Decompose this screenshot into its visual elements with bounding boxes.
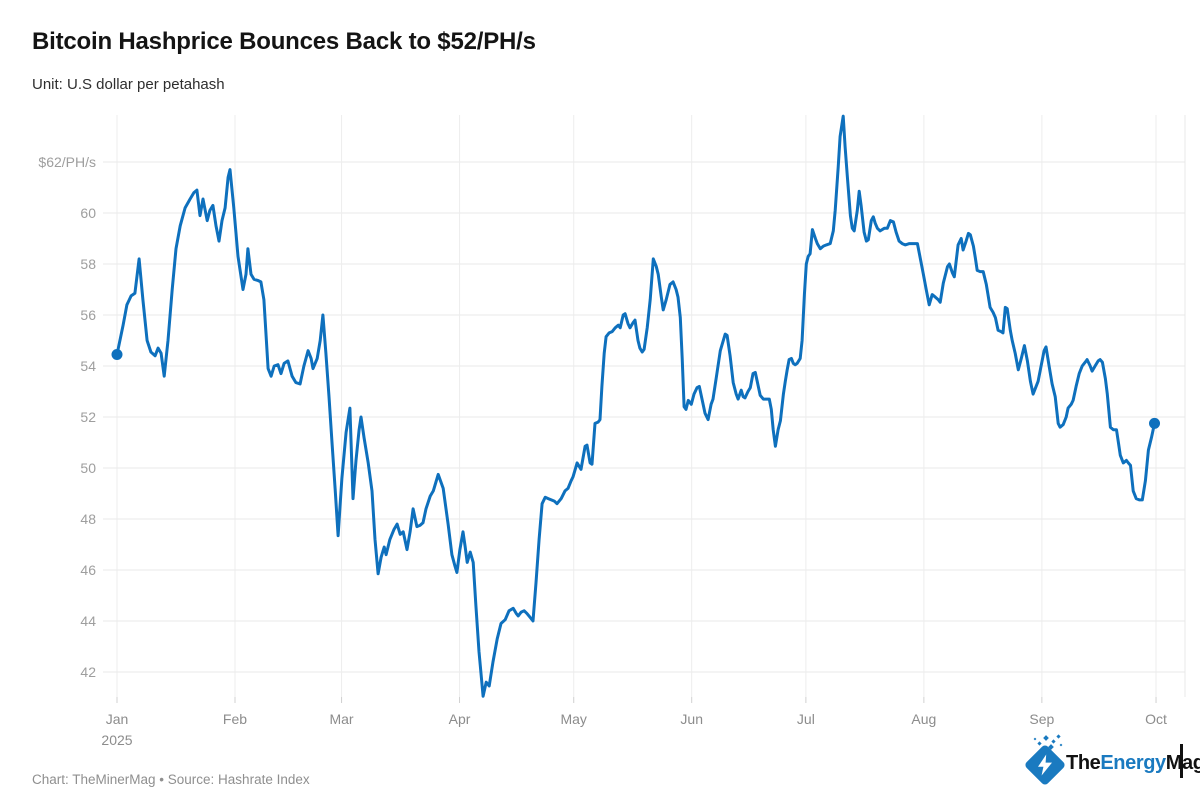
x-axis-month-label: Mar: [329, 711, 353, 727]
y-axis-label: 56: [80, 307, 96, 323]
x-axis-month-label: Apr: [449, 711, 471, 727]
x-axis-month-label: May: [560, 711, 586, 727]
logo-cursor-bar: [1180, 744, 1183, 778]
y-axis-label: $62/PH/s: [38, 154, 96, 170]
y-axis-label: 60: [80, 205, 96, 221]
y-axis-label: 54: [80, 358, 96, 374]
y-axis-label: 50: [80, 460, 96, 476]
hashprice-series-line: [115, 114, 1156, 698]
y-axis-label: 44: [80, 613, 96, 629]
x-axis-month-label: Aug: [911, 711, 936, 727]
chart-title: Bitcoin Hashprice Bounces Back to $52/PH…: [32, 28, 536, 55]
x-axis-month-label: Jan: [106, 711, 129, 727]
y-axis-label: 48: [80, 511, 96, 527]
x-axis-month-label: Oct: [1145, 711, 1167, 727]
x-axis-month-label: Sep: [1029, 711, 1054, 727]
lightning-bolt-icon: [1038, 754, 1052, 776]
x-axis-month-label: Feb: [223, 711, 247, 727]
x-axis-year-label: 2025: [101, 732, 132, 748]
y-axis-label: 46: [80, 562, 96, 578]
y-axis-label: 58: [80, 256, 96, 272]
energymag-diamond-icon: [1023, 743, 1067, 787]
chart-credit: Chart: TheMinerMag • Source: Hashrate In…: [32, 772, 310, 787]
y-axis-label: 42: [80, 664, 96, 680]
series-end-dot: [1149, 417, 1161, 429]
x-axis-month-label: Jul: [797, 711, 815, 727]
wordmark-energy: Energy: [1100, 752, 1166, 774]
energymag-logo: TheEnergyMag: [1022, 732, 1200, 792]
y-axis-label: 52: [80, 409, 96, 425]
wordmark-the: The: [1066, 752, 1101, 774]
chart-subtitle: Unit: U.S dollar per petahash: [32, 76, 225, 93]
series-start-dot: [111, 349, 123, 361]
x-axis-month-label: Jun: [680, 711, 703, 727]
